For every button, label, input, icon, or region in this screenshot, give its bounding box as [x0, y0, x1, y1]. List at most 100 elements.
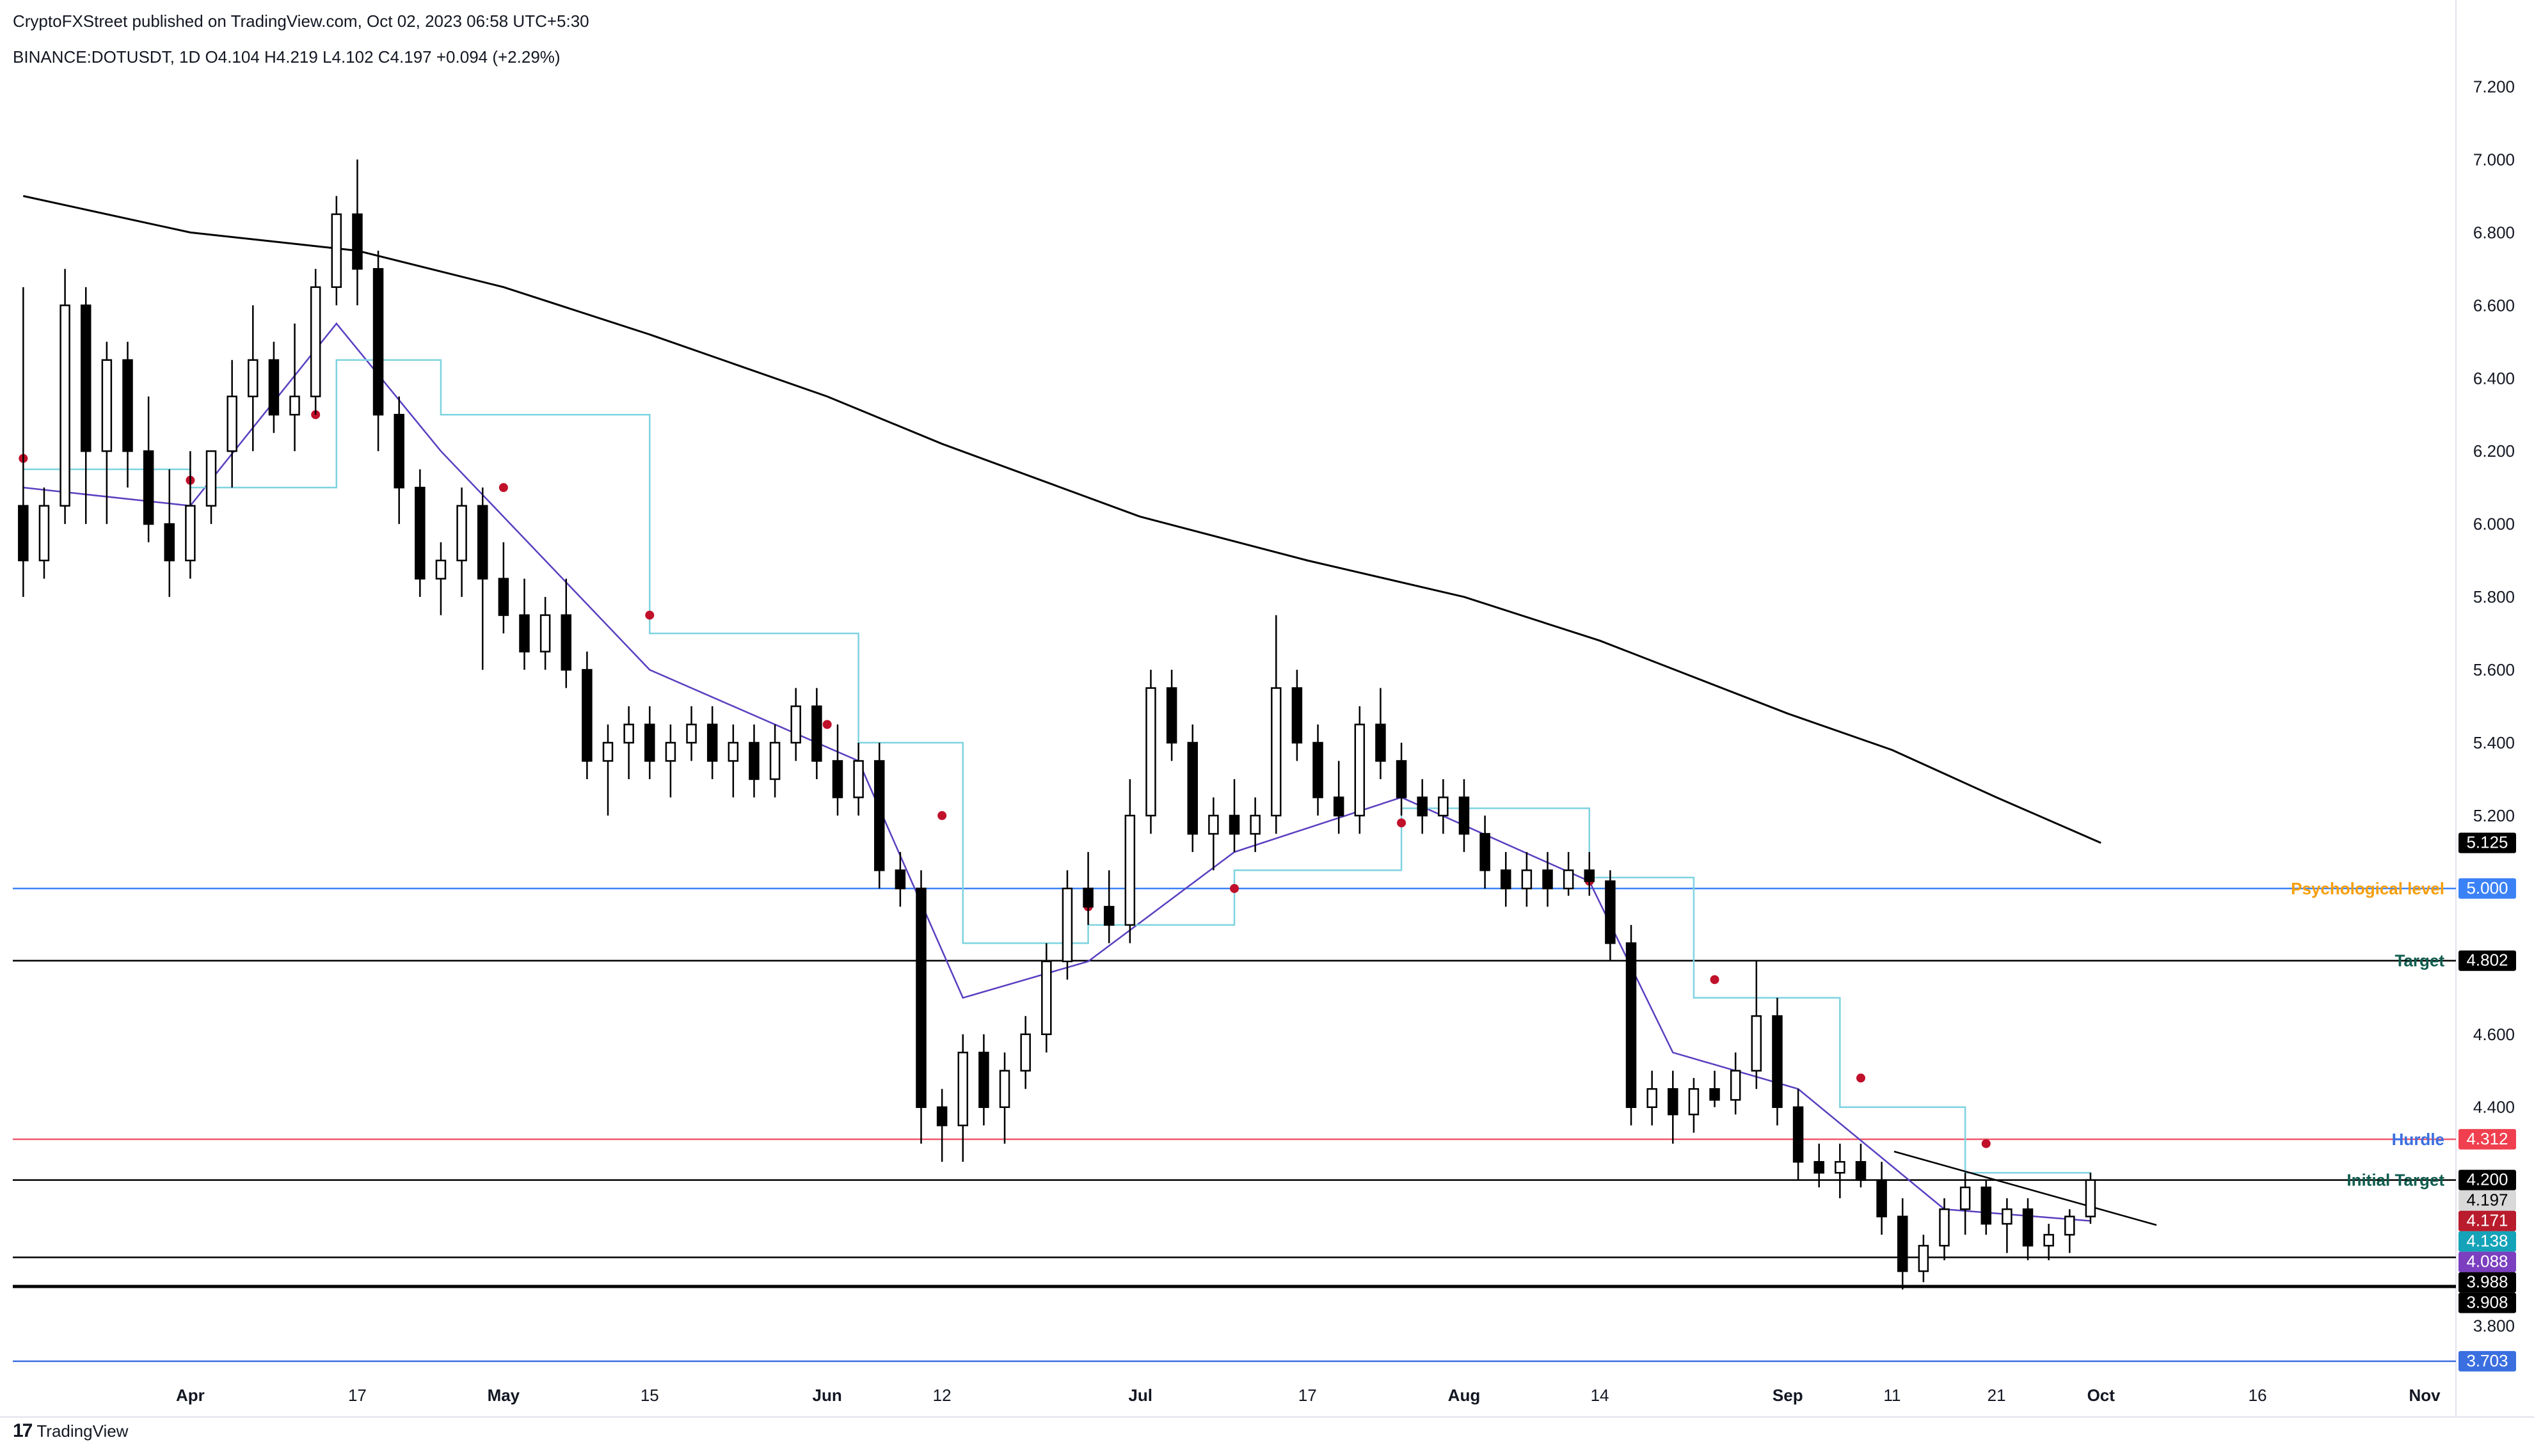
- candle-body-62: [1312, 741, 1323, 798]
- brand-name: TradingView: [36, 1421, 129, 1441]
- candle-body-88: [1855, 1160, 1867, 1181]
- candle-body-37: [790, 705, 801, 744]
- candle-body-25: [539, 614, 551, 653]
- x-tick-label-15: Nov: [2409, 1386, 2441, 1405]
- candle-body-76: [1605, 880, 1616, 944]
- candle-body-35: [749, 741, 760, 780]
- candle-body-43: [916, 887, 927, 1108]
- candle-body-69: [1458, 796, 1470, 835]
- candle-body-68: [1438, 796, 1449, 817]
- candle-body-47: [999, 1070, 1010, 1108]
- y-tick-label-2: 6.800: [2473, 223, 2515, 242]
- y-tick-label-0: 7.200: [2473, 77, 2515, 96]
- sar-dot-7: [937, 811, 947, 820]
- price-tag-text-5: 4.197: [2466, 1191, 2508, 1210]
- series-line-4: [23, 359, 2092, 1203]
- sar-dot-14: [1981, 1139, 1991, 1148]
- level-label-0: Psychological level: [2291, 879, 2444, 898]
- candle-body-70: [1479, 833, 1490, 871]
- price-tag-text-10: 3.908: [2466, 1293, 2508, 1312]
- candle-body-2: [60, 305, 70, 507]
- y-tick-label-13: 3.800: [2473, 1317, 2515, 1336]
- candle-body-51: [1083, 887, 1094, 908]
- sar-dot-10: [1397, 818, 1406, 828]
- level-labels: Psychological level Target Hurdle Initial T…: [2291, 879, 2444, 1190]
- price-tag-text-6: 4.171: [2466, 1211, 2508, 1230]
- candle-body-38: [811, 705, 822, 762]
- y-tick-label-11: 4.600: [2473, 1025, 2515, 1044]
- x-tick-label-3: 15: [641, 1386, 659, 1405]
- candle-body-74: [1563, 869, 1574, 890]
- price-tag-bg-3: [2458, 1128, 2516, 1150]
- moving-average-cyan-step: [23, 359, 2092, 1203]
- price-tag-text-7: 4.138: [2466, 1231, 2508, 1251]
- candle-body-96: [2022, 1208, 2034, 1247]
- candle-body-57: [1208, 814, 1219, 835]
- price-tag-bg-2: [2458, 950, 2516, 971]
- candle-body-52: [1103, 906, 1115, 926]
- candle-body-42: [895, 869, 906, 890]
- x-tick-label-1: 17: [348, 1386, 367, 1405]
- candle-body-93: [1959, 1186, 1971, 1210]
- price-tag-bg-10: [2458, 1292, 2516, 1313]
- x-tick-label-14: 16: [2249, 1386, 2267, 1405]
- descending-trendline: [1893, 1150, 2157, 1226]
- candlesticks: [18, 159, 2096, 1290]
- candle-body-98: [2064, 1215, 2075, 1236]
- candle-body-61: [1291, 687, 1303, 744]
- candle-body-8: [185, 505, 196, 562]
- candle-body-39: [832, 760, 843, 798]
- x-tick-label-0: Apr: [176, 1386, 205, 1405]
- price-tag-text-4: 4.200: [2466, 1170, 2508, 1189]
- candle-body-60: [1271, 687, 1282, 817]
- candle-body-87: [1835, 1160, 1845, 1174]
- sar-dot-13: [1856, 1073, 1865, 1083]
- candle-body-19: [415, 486, 426, 580]
- x-tick-label-5: 12: [933, 1386, 952, 1405]
- y-tick-label-1: 7.000: [2473, 150, 2515, 169]
- y-tick-label-3: 6.600: [2473, 296, 2515, 315]
- candle-body-11: [248, 359, 259, 397]
- x-tick-label-2: May: [488, 1386, 520, 1405]
- candle-body-21: [456, 505, 467, 562]
- candle-body-44: [936, 1106, 948, 1127]
- candle-body-50: [1062, 887, 1073, 963]
- price-tags: 5.125 5.000 4.802 4.312 4.200 4.1974.1714.138…: [2458, 832, 2516, 1372]
- sar-dot-5: [645, 610, 655, 620]
- candle-body-71: [1500, 869, 1511, 890]
- candle-body-40: [853, 760, 864, 798]
- candle-body-72: [1521, 869, 1533, 890]
- candle-body-4: [101, 359, 113, 452]
- price-tag-bg-11: [2458, 1350, 2516, 1372]
- x-tick-label-6: Jul: [1128, 1386, 1152, 1405]
- price-tag-text-0: 5.125: [2466, 833, 2508, 852]
- y-tick-label-12: 4.400: [2473, 1098, 2515, 1117]
- candle-body-31: [665, 741, 676, 762]
- candle-body-17: [372, 268, 384, 416]
- candle-body-94: [1980, 1186, 1992, 1225]
- candle-body-58: [1229, 814, 1240, 835]
- candle-body-15: [331, 213, 342, 289]
- candle-body-27: [582, 669, 593, 762]
- candle-body-95: [2002, 1208, 2012, 1225]
- candle-body-97: [2043, 1233, 2054, 1247]
- y-tick-label-7: 5.800: [2473, 587, 2515, 606]
- moving-average-black: [22, 194, 2101, 844]
- level-label-1: Target: [2395, 951, 2444, 970]
- candle-body-24: [519, 614, 530, 653]
- price-tag-text-3: 4.312: [2466, 1129, 2508, 1148]
- candle-body-55: [1166, 687, 1177, 744]
- y-tick-label-10: 5.200: [2473, 806, 2515, 825]
- sar-dot-9: [1230, 883, 1239, 893]
- price-tag-text-11: 3.703: [2466, 1351, 2508, 1370]
- horizontal-levels: [13, 887, 2456, 1363]
- candle-body-36: [769, 741, 781, 780]
- candle-body-63: [1333, 796, 1344, 817]
- candle-body-90: [1897, 1215, 1908, 1272]
- x-tick-label-9: 14: [1591, 1386, 1609, 1405]
- candle-body-53: [1124, 814, 1136, 926]
- candle-body-10: [227, 395, 237, 452]
- candle-body-1: [38, 505, 50, 562]
- candle-body-65: [1375, 724, 1386, 762]
